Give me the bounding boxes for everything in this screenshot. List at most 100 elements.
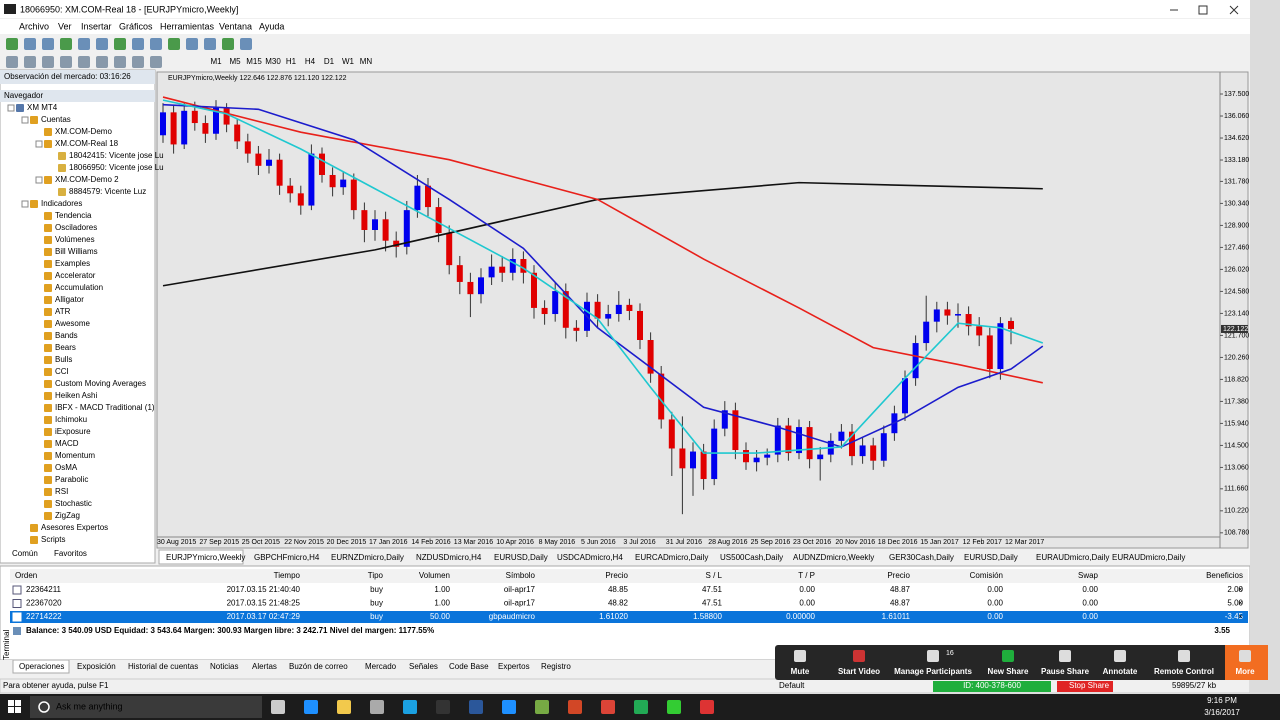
- tree-item[interactable]: 18042415: Vicente jose Lu: [69, 151, 164, 160]
- terminal-tab[interactable]: Exposición: [77, 662, 116, 671]
- taskbar-app[interactable]: [601, 700, 615, 714]
- row-close[interactable]: ×: [1238, 612, 1243, 621]
- tree-item[interactable]: Cuentas: [41, 115, 71, 124]
- tree-toggle[interactable]: [21, 200, 29, 208]
- taskbar-app[interactable]: [469, 700, 483, 714]
- tree-item[interactable]: Bill Williams: [55, 247, 98, 256]
- taskbar-app[interactable]: [568, 700, 582, 714]
- taskbar-app[interactable]: [535, 700, 549, 714]
- menu-item[interactable]: Ventana: [219, 21, 252, 31]
- taskbar-app[interactable]: [304, 700, 318, 714]
- zoom-button[interactable]: Start Video: [838, 667, 880, 676]
- menu-item[interactable]: Ayuda: [259, 21, 284, 31]
- tree-item[interactable]: Tendencia: [55, 211, 92, 220]
- zoom-button[interactable]: Manage Participants: [894, 667, 972, 676]
- tree-item[interactable]: IBFX - MACD Traditional (1): [55, 403, 155, 412]
- tree-item[interactable]: Accelerator: [55, 271, 96, 280]
- tree-item[interactable]: Asesores Expertos: [41, 523, 108, 532]
- toolbar-button[interactable]: [132, 38, 144, 50]
- terminal-tab[interactable]: Code Base: [449, 662, 489, 671]
- toolbar-button[interactable]: [78, 56, 90, 68]
- chart-tab[interactable]: EURNZDmicro,Daily: [331, 553, 404, 562]
- tree-item[interactable]: XM.COM-Demo: [55, 127, 112, 136]
- terminal-tab[interactable]: Buzón de correo: [289, 662, 348, 671]
- tree-item[interactable]: Custom Moving Averages: [55, 379, 146, 388]
- zoom-button[interactable]: More: [1235, 667, 1255, 676]
- toolbar-button[interactable]: [60, 56, 72, 68]
- tree-item[interactable]: Parabolic: [55, 475, 88, 484]
- tree-item[interactable]: Indicadores: [41, 199, 82, 208]
- taskbar-app[interactable]: [370, 700, 384, 714]
- toolbar-button[interactable]: [150, 56, 162, 68]
- tree-item[interactable]: OsMA: [55, 463, 78, 472]
- tree-item[interactable]: RSI: [55, 487, 68, 496]
- stop-share-bg[interactable]: [1057, 681, 1113, 692]
- tree-item[interactable]: Accumulation: [55, 283, 103, 292]
- chart-tab[interactable]: USDCADmicro,H4: [557, 553, 623, 562]
- toolbar-button[interactable]: [24, 38, 36, 50]
- maximize[interactable]: [1198, 5, 1208, 15]
- toolbar-button[interactable]: [60, 38, 72, 50]
- taskbar-app[interactable]: [502, 700, 516, 714]
- tree-item[interactable]: Bulls: [55, 355, 72, 364]
- tree-item[interactable]: iExposure: [55, 427, 91, 436]
- chart-tab[interactable]: EURAUDmicro,Daily: [1036, 553, 1109, 562]
- menu-item[interactable]: Insertar: [81, 21, 112, 31]
- taskbar-app[interactable]: [667, 700, 681, 714]
- toolbar-button[interactable]: [114, 38, 126, 50]
- tree-item[interactable]: MACD: [55, 439, 79, 448]
- menu-item[interactable]: Herramientas: [160, 21, 215, 31]
- timeframe[interactable]: M5: [229, 57, 241, 66]
- toolbar-button[interactable]: [42, 38, 54, 50]
- terminal-tab[interactable]: Alertas: [252, 662, 277, 671]
- tree-item[interactable]: XM.COM-Demo 2: [55, 175, 119, 184]
- timeframe[interactable]: H4: [305, 57, 316, 66]
- timeframe[interactable]: W1: [342, 57, 355, 66]
- start-button-part[interactable]: [8, 707, 14, 713]
- zoom-button[interactable]: New Share: [988, 667, 1029, 676]
- chart-tab[interactable]: EURUSD,Daily: [494, 553, 548, 562]
- toolbar-button[interactable]: [96, 38, 108, 50]
- tree-item[interactable]: Alligator: [55, 295, 84, 304]
- chart-tab[interactable]: GBPCHFmicro,H4: [254, 553, 320, 562]
- stop-share[interactable]: Stop Share: [1069, 681, 1110, 690]
- tree-toggle[interactable]: [35, 140, 43, 148]
- menu-item[interactable]: Gráficos: [119, 21, 153, 31]
- terminal-tab[interactable]: Operaciones: [19, 662, 64, 671]
- tree-item[interactable]: XM MT4: [27, 103, 58, 112]
- tree-item[interactable]: Examples: [55, 259, 90, 268]
- tree-toggle[interactable]: [35, 176, 43, 184]
- chart-tab[interactable]: US500Cash,Daily: [720, 553, 783, 562]
- toolbar-button[interactable]: [42, 56, 54, 68]
- tree-item[interactable]: Awesome: [55, 319, 91, 328]
- zoom-button[interactable]: Annotate: [1103, 667, 1138, 676]
- taskbar-app[interactable]: [700, 700, 714, 714]
- close[interactable]: [1229, 5, 1239, 15]
- start-button-part[interactable]: [15, 700, 21, 706]
- taskbar-app[interactable]: [436, 700, 450, 714]
- taskbar-app[interactable]: [403, 700, 417, 714]
- terminal-tab[interactable]: Expertos: [498, 662, 530, 671]
- tree-item[interactable]: XM.COM-Real 18: [55, 139, 119, 148]
- toolbar-button[interactable]: [150, 38, 162, 50]
- tree-item[interactable]: Bears: [55, 343, 76, 352]
- tree-item[interactable]: Heiken Ashi: [55, 391, 97, 400]
- toolbar-button[interactable]: [78, 38, 90, 50]
- tree-item[interactable]: Osciladores: [55, 223, 97, 232]
- row-close[interactable]: ×: [1238, 599, 1243, 608]
- taskbar-app[interactable]: [337, 700, 351, 714]
- tree-toggle[interactable]: [7, 104, 15, 112]
- start-button[interactable]: [8, 700, 14, 706]
- timeframe[interactable]: D1: [324, 57, 335, 66]
- tree-item[interactable]: CCI: [55, 367, 69, 376]
- tree-item[interactable]: Bands: [55, 331, 78, 340]
- chart-tab[interactable]: EURCADmicro,Daily: [635, 553, 708, 562]
- chart-tab[interactable]: EURAUDmicro,Daily: [1112, 553, 1185, 562]
- menu-item[interactable]: Archivo: [19, 21, 49, 31]
- row-close[interactable]: ×: [1238, 585, 1243, 594]
- toolbar-button[interactable]: [186, 38, 198, 50]
- toolbar-button[interactable]: [132, 56, 144, 68]
- taskbar-app[interactable]: [271, 700, 285, 714]
- zoom-button[interactable]: Pause Share: [1041, 667, 1090, 676]
- toolbar-button[interactable]: [6, 56, 18, 68]
